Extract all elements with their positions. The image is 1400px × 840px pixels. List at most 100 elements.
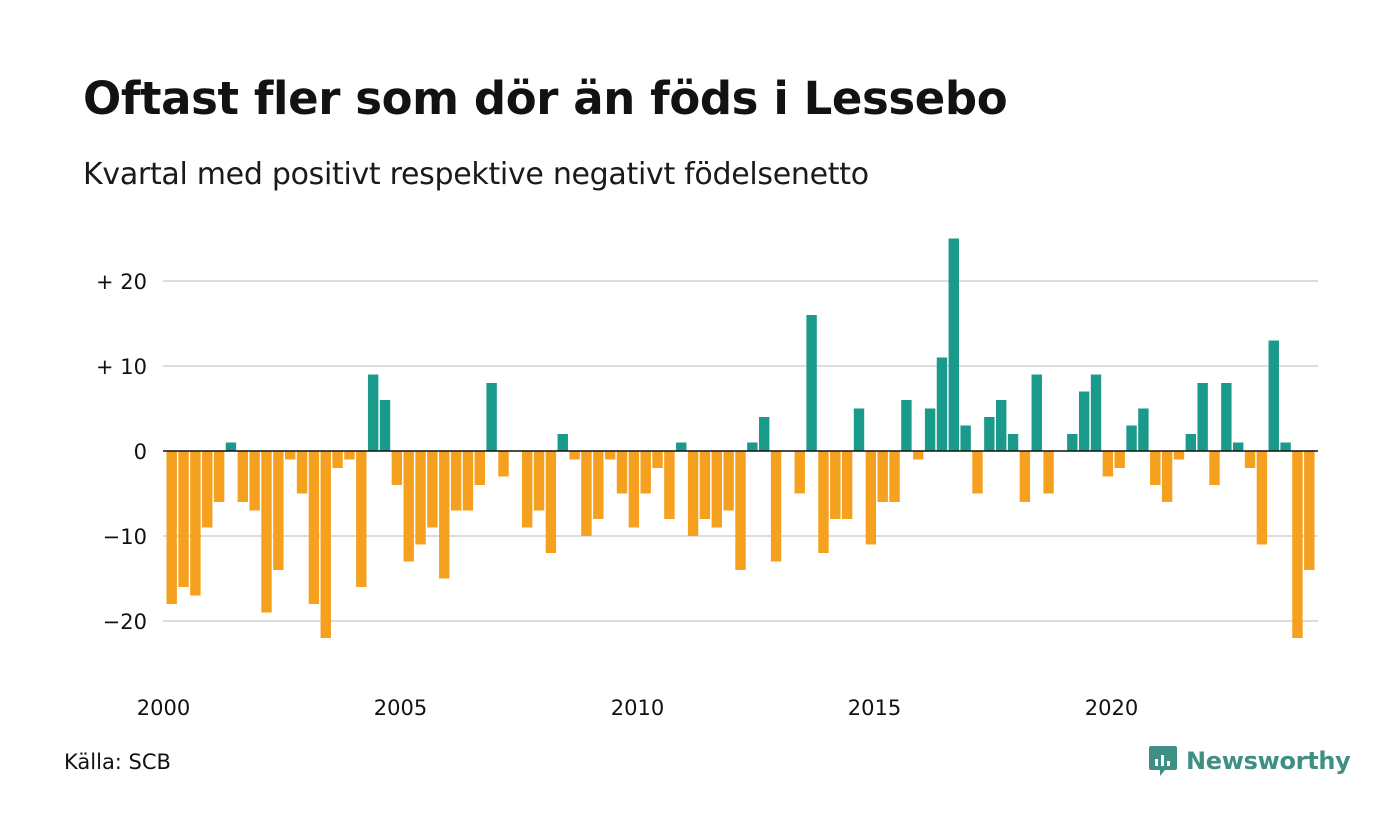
bar-positive (948, 238, 959, 451)
bar-negative (533, 451, 545, 511)
bars (166, 238, 1315, 638)
bar-negative (1150, 451, 1161, 485)
bar-negative (450, 451, 462, 511)
bar-negative (1292, 451, 1303, 638)
bar-negative (735, 451, 746, 570)
bar-negative (273, 451, 284, 570)
y-tick-label: −10 (103, 525, 147, 549)
bar-negative (711, 451, 722, 528)
x-tick-label: 2015 (848, 696, 901, 720)
bar-positive (806, 315, 817, 451)
bar-negative (1256, 451, 1268, 545)
bar-positive (996, 400, 1007, 451)
bar-negative (889, 451, 900, 502)
bar-negative (237, 451, 248, 502)
bar-positive (1031, 374, 1042, 451)
bar-positive (1280, 442, 1291, 451)
x-tick-label: 2010 (611, 696, 664, 720)
bar-negative (522, 451, 533, 528)
bar-negative (1161, 451, 1173, 502)
bar-negative (166, 451, 177, 604)
bar-positive (1185, 434, 1196, 451)
bar-positive (747, 442, 758, 451)
bar-positive (853, 408, 865, 451)
x-tick-label: 2000 (137, 696, 190, 720)
bar-negative (841, 451, 853, 519)
bar-negative (1209, 451, 1220, 485)
bar-negative (474, 451, 485, 485)
bar-positive (367, 374, 379, 451)
bar-negative (770, 451, 782, 562)
newsworthy-logo-icon (1149, 746, 1177, 776)
bar-negative (569, 451, 580, 460)
bar-negative (356, 451, 367, 587)
bar-negative (593, 451, 604, 519)
bar-negative (439, 451, 450, 579)
bar-negative (1304, 451, 1315, 570)
bar-positive (1126, 425, 1137, 451)
bar-negative (1244, 451, 1256, 468)
bar-negative (308, 451, 320, 604)
bar-negative (249, 451, 260, 511)
bar-negative (261, 451, 272, 613)
bar-negative (213, 451, 225, 502)
bar-positive (1197, 383, 1208, 451)
bar-negative (877, 451, 888, 502)
bar-positive (960, 425, 971, 451)
bar-negative (794, 451, 805, 494)
bar-negative (190, 451, 201, 596)
bar-positive (379, 400, 391, 451)
bar-negative (664, 451, 675, 519)
bar-negative (545, 451, 557, 553)
y-tick-label: −20 (103, 610, 147, 634)
bar-chart: + 20 + 10 0 −10 −20 2000 2005 2010 2015 2020 (96, 238, 1318, 720)
bar-negative (581, 451, 592, 536)
bar-negative (498, 451, 509, 477)
bar-negative (1173, 451, 1185, 460)
bar-negative (1019, 451, 1031, 502)
bar-negative (723, 451, 734, 511)
y-tick-label: + 10 (96, 355, 147, 379)
bar-negative (344, 451, 355, 460)
bar-negative (427, 451, 438, 528)
bar-negative (640, 451, 651, 494)
bar-negative (699, 451, 711, 519)
x-tick-label: 2005 (374, 696, 427, 720)
bar-positive (1138, 408, 1149, 451)
bar-positive (1067, 434, 1078, 451)
bar-positive (557, 434, 568, 451)
chart-title: Oftast fler som dör än föds i Lessebo (83, 72, 1008, 125)
bar-negative (403, 451, 414, 562)
newsworthy-logo[interactable]: Newsworthy (1148, 744, 1351, 778)
chart-subtitle: Kvartal med positivt respektive negativt… (83, 157, 869, 192)
bar-negative (391, 451, 403, 485)
bar-negative (604, 451, 616, 460)
bar-positive (1221, 383, 1232, 451)
bar-positive (759, 417, 770, 451)
bar-positive (1233, 442, 1244, 451)
bar-negative (1043, 451, 1054, 494)
bar-negative (913, 451, 924, 460)
bar-positive (1007, 434, 1019, 451)
bar-positive (984, 417, 995, 451)
bar-negative (652, 451, 663, 468)
bar-negative (320, 451, 331, 638)
bar-positive (924, 408, 936, 451)
x-axis-ticks: 2000 2005 2010 2015 2020 (137, 696, 1138, 720)
bar-negative (972, 451, 983, 494)
bar-negative (296, 451, 308, 494)
x-tick-label: 2020 (1085, 696, 1138, 720)
bar-negative (830, 451, 841, 519)
bar-positive (676, 442, 687, 451)
bar-negative (285, 451, 296, 460)
bar-negative (687, 451, 699, 536)
y-tick-label: 0 (134, 440, 147, 464)
source-note: Källa: SCB (64, 750, 171, 774)
bar-positive (901, 400, 912, 451)
bar-positive (1078, 391, 1090, 451)
bar-negative (178, 451, 189, 587)
bar-negative (1114, 451, 1125, 468)
bar-positive (936, 357, 948, 451)
bar-negative (202, 451, 213, 528)
bar-negative (865, 451, 877, 545)
